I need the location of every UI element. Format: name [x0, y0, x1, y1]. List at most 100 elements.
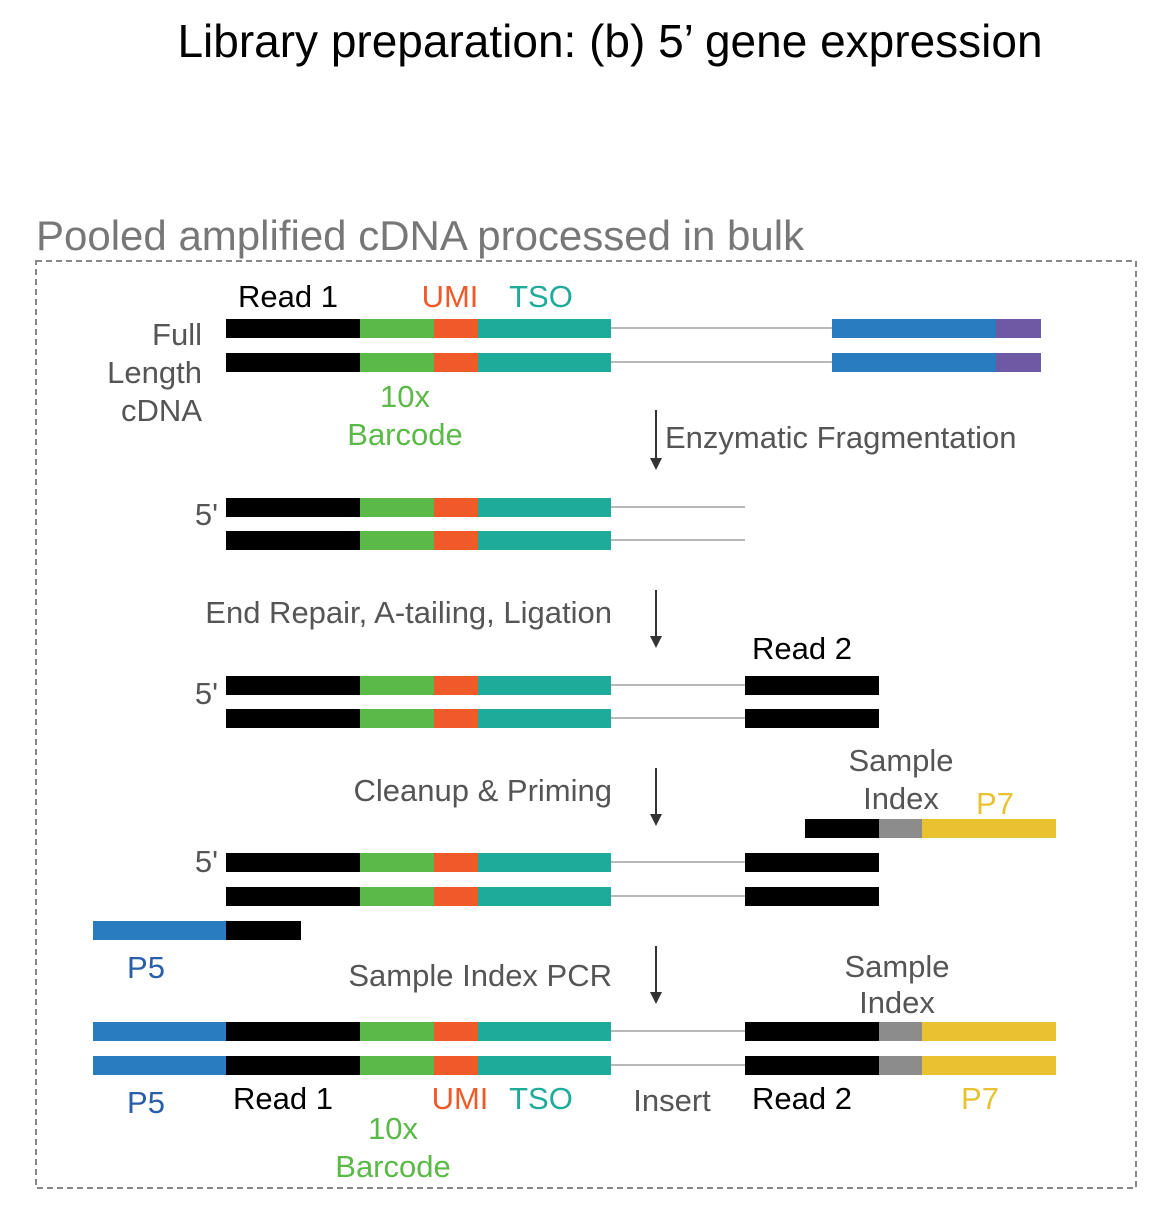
- five-prime-label-2: 5': [195, 497, 218, 532]
- umi-segment: [434, 853, 478, 872]
- tso-label-bottom: TSO: [509, 1081, 573, 1116]
- box-title: Pooled amplified cDNA processed in bulk: [36, 212, 805, 259]
- read1-segment: [226, 853, 360, 872]
- read1-segment: [226, 1056, 360, 1075]
- tso-label-top: TSO: [509, 279, 573, 314]
- p7-segment: [922, 1022, 1056, 1041]
- barcode-segment: [360, 887, 434, 906]
- end-repair-step-label: End Repair, A-tailing, Ligation: [205, 595, 612, 630]
- sample-label-4: Sample: [848, 743, 953, 778]
- read2-segment: [745, 853, 879, 872]
- p7-segment: [922, 1056, 1056, 1075]
- read1-segment: [226, 1022, 360, 1041]
- umi-segment: [434, 887, 478, 906]
- read1-label-bottom: Read 1: [233, 1081, 333, 1116]
- primer-index-segment: [879, 819, 922, 838]
- cdna-strands: [93, 319, 1056, 1075]
- umi-segment: [434, 498, 478, 517]
- cleanup-arrow: [650, 768, 662, 826]
- insert-label: Insert: [633, 1083, 711, 1118]
- read1-label-top: Read 1: [238, 279, 338, 314]
- blue-end-segment: [832, 319, 996, 338]
- barcode-segment: [360, 531, 434, 550]
- pcr-step-label: Sample Index PCR: [348, 958, 612, 993]
- primer-p5-segment: [93, 921, 226, 940]
- umi-segment: [434, 353, 478, 372]
- tso-segment: [478, 319, 611, 338]
- index-label-4: Index: [863, 781, 939, 816]
- bulk-process-box: [35, 260, 1137, 1189]
- read2-segment: [745, 709, 879, 728]
- p5-label-bottom: P5: [127, 1085, 165, 1120]
- tso-segment: [478, 498, 611, 517]
- primer-p7-segment: [922, 819, 1056, 838]
- p7-label-4: P7: [976, 786, 1014, 821]
- purple-end-segment: [996, 353, 1041, 372]
- five-prime-label-4: 5': [195, 844, 218, 879]
- step-arrows: [650, 410, 662, 1004]
- read2-segment: [745, 887, 879, 906]
- read1-segment: [226, 498, 360, 517]
- read1-segment: [226, 887, 360, 906]
- barcode-segment: [360, 498, 434, 517]
- barcode-segment: [360, 1022, 434, 1041]
- barcode-10x-label-top: 10x: [380, 379, 430, 414]
- read1-segment: [226, 353, 360, 372]
- barcode-segment: [360, 353, 434, 372]
- read2-label-bottom: Read 2: [752, 1081, 852, 1116]
- tso-segment: [478, 1056, 611, 1075]
- umi-segment: [434, 709, 478, 728]
- pcr-arrow: [650, 946, 662, 1004]
- fragmentation-arrow: [650, 410, 662, 470]
- p5-segment: [93, 1056, 226, 1075]
- umi-segment: [434, 531, 478, 550]
- purple-end-segment: [996, 319, 1041, 338]
- primer-read1-segment: [226, 921, 301, 940]
- barcode-10x-label-bottom: 10x: [368, 1111, 418, 1146]
- cdna-label: cDNA: [121, 393, 202, 428]
- barcode-segment: [360, 676, 434, 695]
- length-label: Length: [107, 355, 202, 390]
- end-repair-arrow: [650, 590, 662, 648]
- tso-segment: [478, 709, 611, 728]
- read2-segment: [745, 676, 879, 695]
- tso-segment: [478, 353, 611, 372]
- read2-label-3: Read 2: [752, 631, 852, 666]
- read2-segment: [745, 1056, 879, 1075]
- umi-label-top: UMI: [422, 279, 479, 314]
- sample-index-segment: [879, 1022, 922, 1041]
- fragmentation-step-label: Enzymatic Fragmentation: [665, 420, 1016, 455]
- read2-segment: [745, 1022, 879, 1041]
- read1-segment: [226, 709, 360, 728]
- barcode-segment: [360, 853, 434, 872]
- tso-segment: [478, 676, 611, 695]
- five-prime-label-3: 5': [195, 676, 218, 711]
- p5-label-4: P5: [127, 950, 165, 985]
- barcode-word-label-bottom: Barcode: [335, 1149, 450, 1184]
- page-title: Library preparation: (b) 5’ gene express…: [177, 15, 1042, 67]
- primer-read2-segment: [805, 819, 879, 838]
- tso-segment: [478, 1022, 611, 1041]
- umi-segment: [434, 1056, 478, 1075]
- barcode-segment: [360, 1056, 434, 1075]
- read1-segment: [226, 531, 360, 550]
- cleanup-step-label: Cleanup & Priming: [354, 773, 612, 808]
- sample-label-5: Sample: [844, 949, 949, 984]
- read1-segment: [226, 676, 360, 695]
- tso-segment: [478, 887, 611, 906]
- barcode-segment: [360, 319, 434, 338]
- umi-label-bottom: UMI: [432, 1081, 489, 1116]
- full-label: Full: [152, 317, 202, 352]
- read1-segment: [226, 319, 360, 338]
- barcode-segment: [360, 709, 434, 728]
- umi-segment: [434, 676, 478, 695]
- sample-index-segment: [879, 1056, 922, 1075]
- umi-segment: [434, 1022, 478, 1041]
- p7-label-bottom: P7: [961, 1081, 999, 1116]
- umi-segment: [434, 319, 478, 338]
- tso-segment: [478, 531, 611, 550]
- p5-segment: [93, 1022, 226, 1041]
- tso-segment: [478, 853, 611, 872]
